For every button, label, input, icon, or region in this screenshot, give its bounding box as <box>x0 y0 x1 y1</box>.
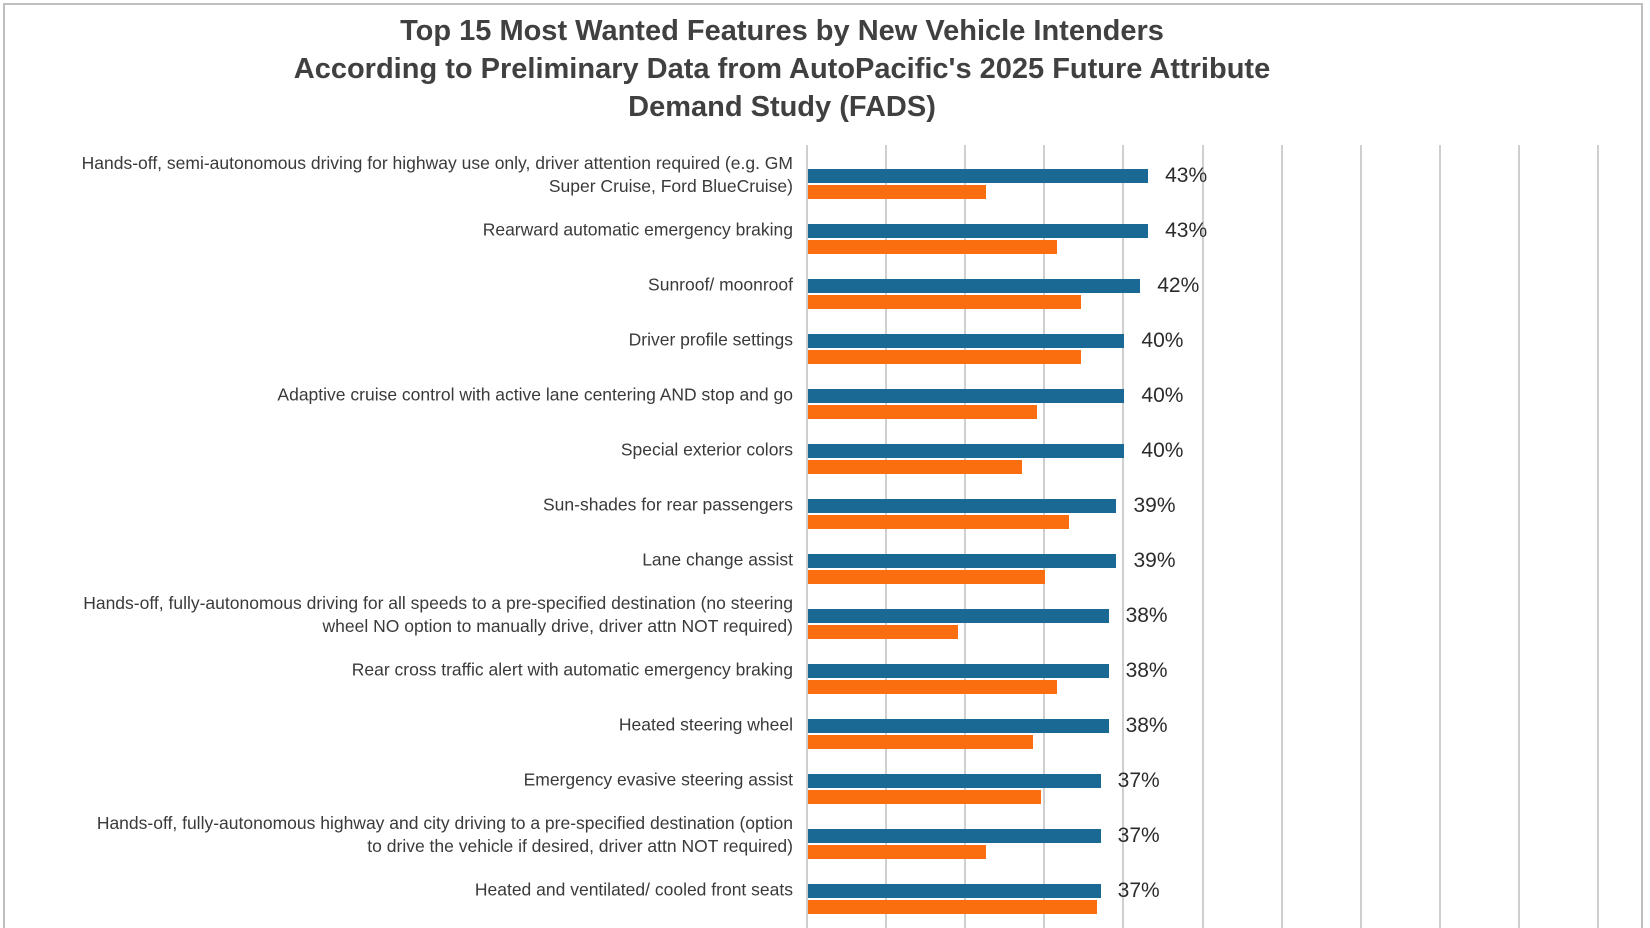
category-label: Lane change assist <box>642 549 793 570</box>
value-label: 37% <box>1117 824 1160 847</box>
chart-row: Special exterior colors 40% <box>0 425 1650 480</box>
orange-bar <box>808 899 1097 914</box>
blue-bar <box>808 884 1101 898</box>
gridline <box>1597 145 1599 928</box>
blue-bar <box>808 829 1101 843</box>
orange-bar <box>808 514 1070 529</box>
chart-row: Emergency evasive steering assist 37% <box>0 755 1650 810</box>
chart-row: Driver profile settings 40% <box>0 315 1650 370</box>
blue-bar <box>808 169 1149 183</box>
value-label: 38% <box>1125 659 1168 682</box>
chart-row: Sunroof/ moonroof 42% <box>0 260 1650 315</box>
orange-bar <box>808 459 1022 474</box>
orange-bar <box>808 404 1038 419</box>
value-label: 40% <box>1141 384 1184 407</box>
orange-bar <box>808 789 1042 804</box>
chart-row: Rear cross traffic alert with automatic … <box>0 645 1650 700</box>
category-label: Hands-off, fully-autonomous highway and … <box>96 813 793 856</box>
blue-bar <box>808 499 1117 513</box>
orange-bar <box>808 294 1081 309</box>
blue-bar <box>808 719 1109 733</box>
gridline <box>1201 145 1204 928</box>
chart-row: Hands-off, fully-autonomous highway and … <box>0 810 1650 865</box>
orange-bar <box>808 239 1058 254</box>
orange-bar <box>808 679 1058 694</box>
chart-row: Hands-off, semi-autonomous driving for h… <box>0 150 1650 205</box>
blue-bar <box>808 664 1109 678</box>
category-label: Sunroof/ moonroof <box>648 274 793 295</box>
value-label: 40% <box>1141 329 1184 352</box>
gridline <box>1280 145 1283 928</box>
category-label: Hands-off, fully-autonomous driving for … <box>83 593 793 636</box>
orange-bar <box>808 184 986 199</box>
value-label: 37% <box>1117 769 1160 792</box>
blue-bar <box>808 279 1141 293</box>
blue-bar <box>808 334 1125 348</box>
category-label: Rearward automatic emergency braking <box>482 219 793 240</box>
blue-bar <box>808 774 1101 788</box>
value-label: 37% <box>1117 879 1160 902</box>
gridline <box>1122 145 1125 928</box>
chart-row: Lane change assist 39% <box>0 535 1650 590</box>
chart-row: Sun-shades for rear passengers 39% <box>0 480 1650 535</box>
value-label: 39% <box>1133 549 1176 572</box>
gridline <box>806 145 808 928</box>
chart-row: Heated steering wheel 38% <box>0 700 1650 755</box>
category-label: Sun-shades for rear passengers <box>543 494 793 515</box>
chart-row: Rearward automatic emergency braking 43% <box>0 205 1650 260</box>
orange-bar <box>808 349 1081 364</box>
orange-bar <box>808 734 1034 749</box>
category-label: Emergency evasive steering assist <box>523 769 793 790</box>
value-label: 38% <box>1125 714 1168 737</box>
blue-bar <box>808 389 1125 403</box>
gridline <box>1438 145 1441 928</box>
chart-row: Hands-off, fully-autonomous driving for … <box>0 590 1650 645</box>
chart-row: Heated and ventilated/ cooled front seat… <box>0 865 1650 920</box>
category-label: Heated and ventilated/ cooled front seat… <box>474 879 793 900</box>
orange-bar <box>808 624 959 639</box>
category-label: Driver profile settings <box>628 329 793 350</box>
gridline <box>1517 145 1520 928</box>
chart-title: Top 15 Most Wanted Features by New Vehic… <box>293 15 1271 123</box>
category-label: Special exterior colors <box>620 439 793 460</box>
gridline <box>885 145 888 928</box>
category-label: Adaptive cruise control with active lane… <box>277 384 793 405</box>
gridline <box>1043 145 1046 928</box>
value-label: 40% <box>1141 439 1184 462</box>
category-label: Hands-off, semi-autonomous driving for h… <box>81 153 793 196</box>
category-label: Heated steering wheel <box>618 714 793 735</box>
blue-bar <box>808 444 1125 458</box>
value-label: 42% <box>1157 274 1200 297</box>
gridline <box>1359 145 1362 928</box>
blue-bar <box>808 554 1117 568</box>
category-label: Rear cross traffic alert with automatic … <box>351 659 793 680</box>
chart-row: Adaptive cruise control with active lane… <box>0 370 1650 425</box>
blue-bar <box>808 609 1109 623</box>
orange-bar <box>808 569 1046 584</box>
blue-bar <box>808 224 1149 238</box>
value-label: 38% <box>1125 604 1168 627</box>
orange-bar <box>808 844 986 859</box>
value-label: 43% <box>1165 164 1208 187</box>
gridline <box>964 145 967 928</box>
value-label: 43% <box>1165 219 1208 242</box>
value-label: 39% <box>1133 494 1176 517</box>
